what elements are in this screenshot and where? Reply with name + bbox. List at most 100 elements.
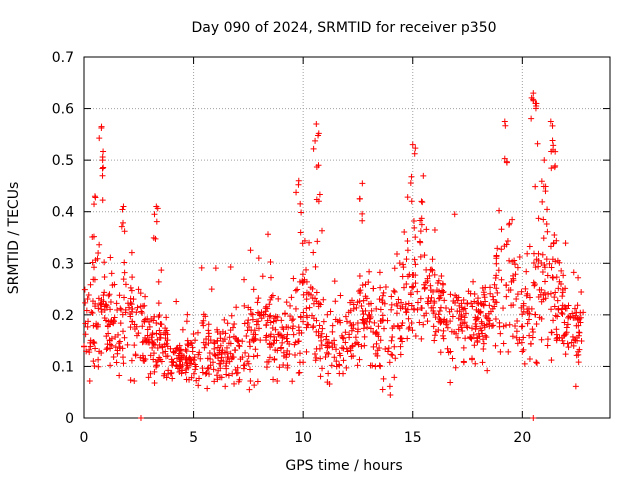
data-point [244, 320, 251, 327]
data-point [267, 274, 274, 281]
data-point [417, 253, 424, 260]
data-point [416, 319, 423, 326]
data-point [324, 379, 331, 386]
data-point [569, 333, 576, 340]
data-point [410, 305, 417, 312]
data-point [83, 307, 90, 314]
data-point [565, 344, 572, 351]
data-point [475, 300, 482, 307]
data-point [527, 340, 534, 347]
data-point [289, 378, 296, 385]
data-point [482, 332, 489, 339]
data-point [230, 333, 237, 340]
data-point [296, 278, 303, 285]
data-point [153, 218, 160, 225]
data-point [500, 323, 507, 330]
data-point [191, 354, 198, 361]
data-point [233, 370, 240, 377]
data-point [398, 335, 405, 342]
data-point [500, 305, 507, 312]
data-point [408, 302, 415, 309]
data-point [337, 319, 344, 326]
data-point [153, 330, 160, 337]
data-point [551, 294, 558, 301]
data-point [233, 336, 240, 343]
data-point [316, 322, 323, 329]
data-point [503, 282, 510, 289]
data-point [324, 311, 331, 318]
data-point [318, 330, 325, 337]
data-point [548, 306, 555, 313]
data-point [310, 323, 317, 330]
data-point [405, 315, 412, 322]
data-point [431, 227, 438, 234]
data-point [323, 336, 330, 343]
data-point [315, 132, 322, 139]
data-point [91, 362, 98, 369]
data-point [549, 274, 556, 281]
data-point [559, 286, 566, 293]
data-point [414, 299, 421, 306]
data-point [523, 268, 530, 275]
data-point [532, 183, 539, 190]
data-point [183, 366, 190, 373]
data-point [90, 322, 97, 329]
data-point [322, 353, 329, 360]
data-point [301, 276, 308, 283]
data-point [503, 159, 510, 166]
data-point [430, 310, 437, 317]
y-axis-label: SRMTID / TECUs [6, 182, 22, 295]
data-point [274, 314, 281, 321]
data-point [131, 325, 138, 332]
data-point [272, 346, 279, 353]
data-point [306, 304, 313, 311]
data-point [251, 327, 258, 334]
data-point [452, 299, 459, 306]
data-point [509, 333, 516, 340]
data-point [262, 308, 269, 315]
data-point [388, 301, 395, 308]
data-point [526, 316, 533, 323]
data-point [352, 340, 359, 347]
gridlines [84, 57, 610, 418]
data-point [153, 362, 160, 369]
data-point [223, 348, 230, 355]
data-point [255, 255, 262, 262]
data-point [297, 229, 304, 236]
data-point [234, 338, 241, 345]
data-point [458, 324, 465, 331]
data-point [195, 382, 202, 389]
data-point [356, 272, 363, 279]
data-point [247, 378, 254, 385]
data-point [221, 316, 228, 323]
data-point [108, 342, 115, 349]
data-point [176, 358, 183, 365]
data-point [331, 341, 338, 348]
data-point [529, 334, 536, 341]
data-point [475, 295, 482, 302]
data-point [197, 355, 204, 362]
data-point [82, 331, 89, 338]
data-point [283, 335, 290, 342]
data-point [524, 309, 531, 316]
data-point [311, 351, 318, 358]
data-point [182, 369, 189, 376]
data-point [514, 264, 521, 271]
data-point [220, 358, 227, 365]
data-point [250, 353, 257, 360]
data-point [284, 331, 291, 338]
data-point [303, 296, 310, 303]
data-point [375, 323, 382, 330]
data-point [212, 352, 219, 359]
data-point [410, 217, 417, 224]
data-point [114, 350, 121, 357]
data-point [89, 309, 96, 316]
data-point [462, 310, 469, 317]
data-point [245, 317, 252, 324]
data-point [187, 356, 194, 363]
data-point [532, 311, 539, 318]
data-point [168, 369, 175, 376]
data-point [309, 285, 316, 292]
data-point [231, 320, 238, 327]
data-point [108, 270, 115, 277]
